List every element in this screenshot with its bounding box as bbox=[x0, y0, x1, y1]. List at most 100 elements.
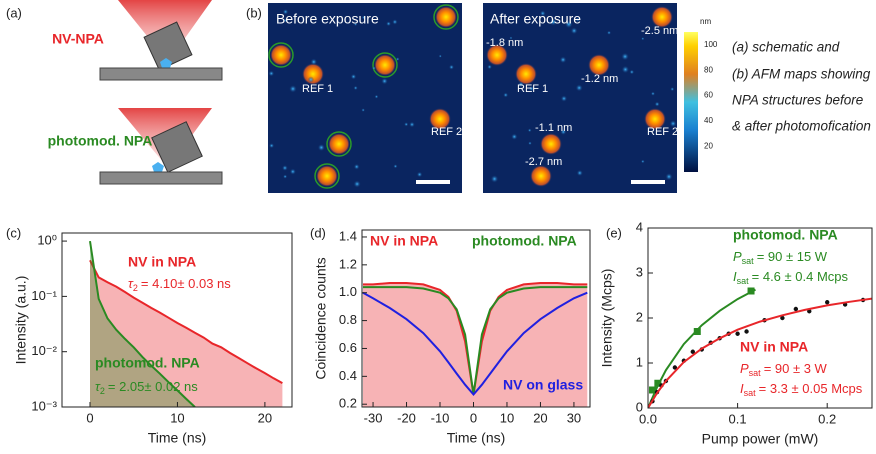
afm-particle bbox=[328, 133, 350, 155]
annotation: Isat = 4.6 ± 0.4 Mcps bbox=[733, 269, 849, 286]
afm-dot bbox=[353, 85, 358, 91]
annotation-text: = 90 ± 3 W bbox=[764, 361, 828, 376]
afm-dot bbox=[372, 66, 376, 71]
data-marker bbox=[690, 349, 695, 354]
afm-dot bbox=[670, 87, 675, 92]
data-marker bbox=[648, 386, 656, 394]
y-tick-label: 0.4 bbox=[339, 368, 357, 383]
afm-particle bbox=[429, 108, 451, 130]
afm-dot bbox=[621, 52, 629, 61]
plot-border bbox=[361, 229, 591, 408]
afm-particle bbox=[651, 6, 673, 28]
afm-dot bbox=[317, 143, 326, 152]
y-tick-label: 0 bbox=[636, 399, 643, 414]
afm-dot bbox=[503, 92, 509, 98]
annotation: Isat = 3.3 ± 0.05 Mcps bbox=[740, 381, 863, 398]
nanoparticle bbox=[143, 21, 193, 71]
data-marker bbox=[654, 379, 662, 387]
afm-particle bbox=[316, 165, 338, 187]
caption-line: NPA structures before bbox=[732, 93, 863, 108]
annotation-text: = 4.10± 0.03 ns bbox=[141, 276, 231, 291]
afm-dot bbox=[528, 141, 532, 146]
afm-title: Before exposure bbox=[276, 11, 379, 27]
afm-dot bbox=[448, 64, 455, 70]
afm-dot bbox=[438, 54, 442, 58]
panel-label: (b) bbox=[246, 5, 262, 20]
annotation-subscript: sat bbox=[744, 388, 757, 398]
afm-dot bbox=[289, 168, 297, 175]
x-tick-label: 0.1 bbox=[729, 411, 747, 426]
panel-label: (d) bbox=[310, 225, 326, 240]
x-tick-label: 10 bbox=[170, 410, 184, 425]
afm-dot bbox=[559, 56, 567, 64]
series-label: NV in NPA bbox=[128, 254, 196, 270]
afm-dot bbox=[654, 101, 660, 107]
colorbar-unit: nm bbox=[700, 17, 711, 26]
afm-dot bbox=[307, 76, 315, 83]
y-axis-title: Coincidence counts bbox=[313, 257, 329, 379]
y-tick-label: 0.2 bbox=[339, 396, 357, 411]
data-marker bbox=[793, 306, 799, 312]
afm-particle bbox=[515, 63, 537, 85]
afm-dot bbox=[350, 73, 357, 80]
series-label: photomod. NPA bbox=[733, 227, 838, 243]
panel-label: (c) bbox=[6, 225, 21, 240]
x-axis-title: Pump power (mW) bbox=[702, 431, 819, 447]
x-tick-label: 20 bbox=[258, 410, 272, 425]
afm-dot bbox=[511, 133, 518, 140]
x-tick-label: 20 bbox=[533, 410, 547, 425]
annotation-symbol: P bbox=[733, 249, 742, 264]
highlight-ring bbox=[268, 42, 294, 68]
afm-particle bbox=[540, 133, 562, 155]
annotation-text: = 2.05± 0.02 ns bbox=[108, 379, 198, 394]
afm-dot bbox=[283, 18, 288, 23]
highlight-ring bbox=[326, 131, 352, 157]
series-line bbox=[89, 240, 196, 407]
series-line bbox=[648, 297, 872, 408]
afm-dot bbox=[549, 18, 557, 26]
afm-dot bbox=[606, 30, 612, 35]
series-line bbox=[648, 288, 756, 408]
afm-dot bbox=[416, 171, 423, 178]
afm-particle bbox=[530, 165, 552, 187]
y-tick-label: 10⁻³ bbox=[31, 398, 57, 413]
nanoparticle bbox=[151, 121, 203, 173]
y-tick-label: 3 bbox=[636, 264, 643, 279]
afm-dot bbox=[283, 174, 288, 179]
afm-label: -1.2 nm bbox=[581, 73, 618, 85]
afm-dot bbox=[361, 15, 367, 20]
annotation: τ2 = 2.05± 0.02 ns bbox=[95, 379, 198, 396]
y-tick-label: 0.8 bbox=[339, 312, 357, 327]
annotation-symbol: P bbox=[740, 361, 749, 376]
afm-dot bbox=[361, 108, 365, 112]
x-tick-label: 0 bbox=[86, 410, 93, 425]
afm-dot bbox=[281, 164, 288, 171]
substrate bbox=[99, 67, 223, 81]
caption-line: & after photomofication bbox=[732, 119, 871, 134]
nv-center bbox=[152, 162, 164, 172]
series-area bbox=[90, 241, 195, 407]
y-axis-title: Intensity (a.u.) bbox=[13, 276, 29, 365]
afm-dot bbox=[528, 85, 535, 92]
data-marker bbox=[825, 300, 830, 305]
afm-dot bbox=[629, 69, 635, 75]
series-line bbox=[362, 291, 588, 397]
afm-dot bbox=[404, 122, 409, 127]
afm-label: REF 1 bbox=[302, 83, 333, 95]
colorbar-tick-label: 40 bbox=[704, 116, 713, 125]
plot-area bbox=[648, 287, 872, 408]
data-marker bbox=[672, 365, 678, 370]
afm-dot bbox=[395, 57, 400, 62]
colorbar-tick-label: 100 bbox=[704, 40, 718, 49]
afm-label: REF 2 bbox=[431, 126, 462, 138]
afm-label: REF 1 bbox=[517, 83, 548, 95]
y-tick-label: 2 bbox=[636, 309, 643, 324]
annotation: Psat = 90 ± 3 W bbox=[740, 361, 828, 378]
y-tick-label: 1.4 bbox=[339, 228, 357, 243]
afm-label: -2.5 nm bbox=[641, 25, 678, 37]
x-tick-label: 0.0 bbox=[639, 411, 657, 426]
highlight-ring bbox=[372, 52, 398, 78]
colorbar-tick-label: 20 bbox=[704, 142, 713, 151]
afm-dot bbox=[490, 174, 499, 183]
annotation-subscript: sat bbox=[749, 368, 762, 378]
